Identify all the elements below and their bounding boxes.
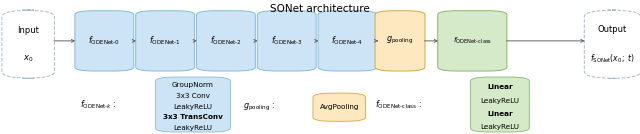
Text: $g_{\mathrm{pooling}}$: $g_{\mathrm{pooling}}$ bbox=[387, 35, 413, 46]
FancyBboxPatch shape bbox=[470, 77, 529, 132]
Text: Output: Output bbox=[598, 25, 627, 34]
Text: $f_{\mathrm{ODENet\text{-}0}}$: $f_{\mathrm{ODENet\text{-}0}}$ bbox=[88, 35, 120, 47]
FancyBboxPatch shape bbox=[375, 11, 425, 71]
Text: Linear: Linear bbox=[487, 111, 513, 117]
FancyBboxPatch shape bbox=[136, 11, 195, 71]
Text: $f_{\mathrm{ODENet\text{-}4}}$: $f_{\mathrm{ODENet\text{-}4}}$ bbox=[332, 35, 364, 47]
Text: LeakyReLU: LeakyReLU bbox=[481, 98, 519, 103]
Text: $f_{\mathrm{ODENet\text{-}1}}$: $f_{\mathrm{ODENet\text{-}1}}$ bbox=[149, 35, 181, 47]
Text: LeakyReLU: LeakyReLU bbox=[481, 124, 519, 130]
Text: AvgPooling: AvgPooling bbox=[319, 104, 359, 110]
FancyBboxPatch shape bbox=[257, 11, 316, 71]
Text: Input: Input bbox=[17, 26, 39, 35]
Text: Linear: Linear bbox=[487, 84, 513, 90]
Text: 3x3 Conv: 3x3 Conv bbox=[176, 93, 210, 99]
FancyBboxPatch shape bbox=[75, 11, 134, 71]
Text: $f_{\mathrm{ODENet\text{-}2}}$: $f_{\mathrm{ODENet\text{-}2}}$ bbox=[210, 35, 242, 47]
FancyBboxPatch shape bbox=[438, 11, 507, 71]
FancyBboxPatch shape bbox=[318, 11, 377, 71]
Text: $f_{\mathrm{ODENet\text{-}3}}$: $f_{\mathrm{ODENet\text{-}3}}$ bbox=[271, 35, 303, 47]
FancyBboxPatch shape bbox=[156, 77, 230, 132]
Text: $f_{\mathrm{SONet}}(x_0;\ t)$: $f_{\mathrm{SONet}}(x_0;\ t)$ bbox=[590, 53, 635, 65]
Text: $g_{\mathrm{pooling}}$ :: $g_{\mathrm{pooling}}$ : bbox=[243, 102, 275, 113]
Text: GroupNorm: GroupNorm bbox=[172, 82, 214, 88]
FancyBboxPatch shape bbox=[584, 10, 640, 78]
Text: $f_{\mathrm{ODENet\text{-}class}}$ :: $f_{\mathrm{ODENet\text{-}class}}$ : bbox=[375, 98, 422, 111]
Text: $f_{\mathrm{ODENet\text{-}}k}$ :: $f_{\mathrm{ODENet\text{-}}k}$ : bbox=[80, 98, 116, 111]
Text: $x_0$: $x_0$ bbox=[23, 54, 33, 64]
FancyBboxPatch shape bbox=[313, 93, 365, 121]
Text: LeakyReLU: LeakyReLU bbox=[173, 125, 212, 131]
FancyBboxPatch shape bbox=[2, 10, 54, 78]
Text: 3x3 TransConv: 3x3 TransConv bbox=[163, 114, 223, 120]
Text: LeakyReLU: LeakyReLU bbox=[173, 104, 212, 110]
Text: $f_{\mathrm{ODENet\text{-}class}}$: $f_{\mathrm{ODENet\text{-}class}}$ bbox=[452, 36, 492, 46]
Text: SONet architecture: SONet architecture bbox=[270, 4, 370, 14]
FancyBboxPatch shape bbox=[196, 11, 255, 71]
